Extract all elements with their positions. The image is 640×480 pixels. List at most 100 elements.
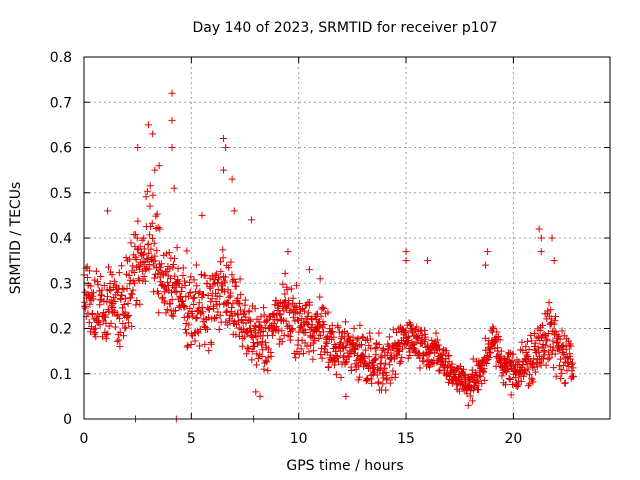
data-point <box>550 320 558 328</box>
data-point <box>220 288 228 296</box>
data-point <box>366 335 374 343</box>
data-point <box>108 271 116 279</box>
data-point <box>232 331 240 339</box>
data-point <box>424 257 432 265</box>
data-point <box>536 336 544 344</box>
data-point <box>123 284 131 292</box>
data-point <box>546 354 554 362</box>
data-point <box>217 268 225 276</box>
y-tick-label: 0.8 <box>50 50 72 66</box>
data-point <box>207 340 215 348</box>
data-point <box>84 274 92 282</box>
data-point <box>262 339 270 347</box>
data-point <box>167 254 175 262</box>
data-point <box>320 304 328 312</box>
data-point <box>170 255 178 263</box>
data-point <box>552 313 560 321</box>
data-point <box>382 386 390 394</box>
data-point <box>184 292 192 300</box>
data-point <box>527 337 535 345</box>
data-point <box>273 326 281 334</box>
data-point <box>302 328 310 336</box>
data-point <box>335 328 343 336</box>
data-point <box>457 362 465 370</box>
data-point <box>110 277 118 285</box>
data-point <box>93 278 101 286</box>
data-point <box>225 264 233 272</box>
data-point <box>294 316 302 324</box>
data-point <box>445 351 453 359</box>
data-point <box>535 333 543 341</box>
data-point <box>228 175 236 183</box>
data-point <box>299 349 307 357</box>
data-point <box>562 354 570 362</box>
data-point <box>221 273 229 281</box>
data-point <box>557 365 565 373</box>
data-point <box>433 336 441 344</box>
data-point <box>544 330 552 338</box>
data-point <box>457 377 465 385</box>
data-point <box>318 354 326 362</box>
data-point <box>557 374 565 382</box>
data-point <box>183 343 191 351</box>
data-point <box>361 360 369 368</box>
data-point <box>542 337 550 345</box>
data-point <box>164 278 172 286</box>
data-point <box>184 313 192 321</box>
data-point <box>483 360 491 368</box>
data-point <box>316 293 324 301</box>
data-point <box>539 355 547 363</box>
data-point <box>519 361 527 369</box>
data-point <box>436 345 444 353</box>
data-point <box>124 312 132 320</box>
data-point <box>223 299 231 307</box>
data-point <box>146 231 154 239</box>
data-point <box>316 331 324 339</box>
data-point <box>229 277 237 285</box>
data-point <box>323 340 331 348</box>
data-point <box>223 307 231 315</box>
data-point <box>256 322 264 330</box>
data-point <box>111 323 119 331</box>
data-point <box>141 277 149 285</box>
data-point <box>332 371 340 379</box>
data-point <box>124 300 132 308</box>
data-point <box>263 358 271 366</box>
data-point <box>220 166 228 174</box>
data-point <box>292 354 300 362</box>
data-point <box>198 303 206 311</box>
data-point <box>504 365 512 373</box>
y-tick-label: 0.1 <box>50 367 72 383</box>
data-point <box>381 359 389 367</box>
data-point <box>472 381 480 389</box>
data-point <box>163 306 171 314</box>
data-point <box>296 310 304 318</box>
data-point <box>256 392 264 400</box>
y-tick-label: 0.2 <box>50 322 72 338</box>
data-point <box>116 315 124 323</box>
data-point <box>474 386 482 394</box>
data-point <box>222 144 230 151</box>
data-point <box>126 280 134 288</box>
data-point <box>96 296 104 304</box>
data-point <box>371 356 379 364</box>
data-point <box>162 309 170 317</box>
data-point <box>150 239 158 247</box>
data-point <box>497 363 505 371</box>
data-point <box>268 331 276 339</box>
data-point <box>397 358 405 366</box>
data-point <box>214 279 222 287</box>
data-point <box>104 293 112 301</box>
data-point <box>116 328 124 336</box>
data-point <box>552 372 560 380</box>
data-point <box>570 373 578 381</box>
data-point <box>151 166 159 174</box>
data-point <box>350 324 358 332</box>
data-point <box>138 267 146 275</box>
data-point <box>120 285 128 293</box>
data-point <box>224 321 232 329</box>
data-point <box>513 382 521 390</box>
data-point <box>179 264 187 272</box>
data-point <box>169 260 177 268</box>
data-point <box>293 281 301 289</box>
